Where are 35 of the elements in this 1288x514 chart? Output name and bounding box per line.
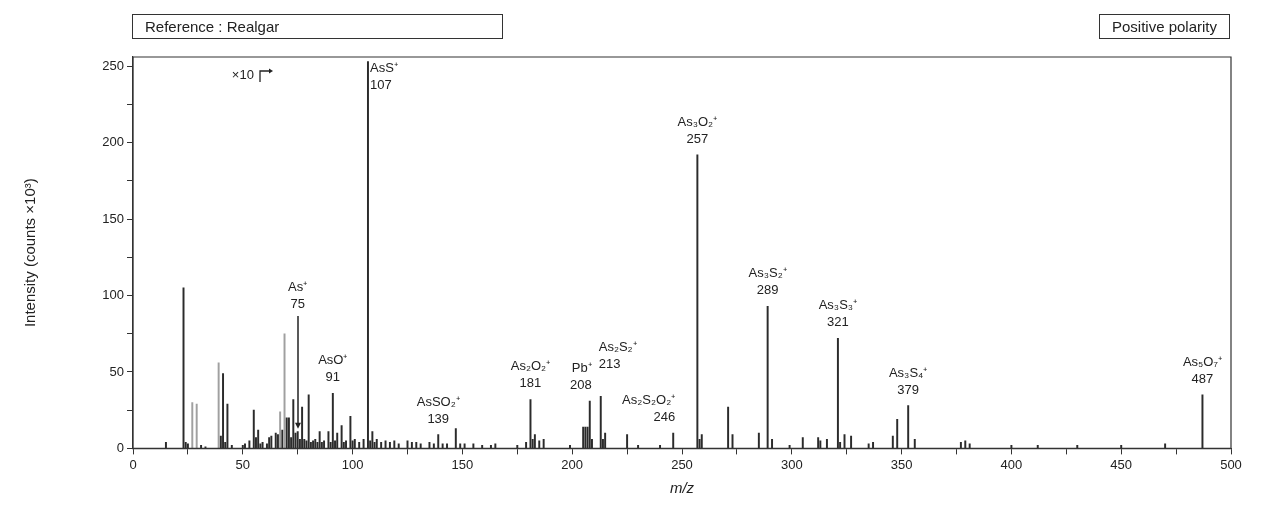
annotation: As₃S₄⁺ 379	[887, 363, 929, 398]
x-tick-label: 400	[1000, 456, 1023, 472]
annotation: As₅O₇⁺ 487	[1181, 352, 1223, 387]
annotation: AsSO₂⁺ 139	[415, 392, 461, 427]
x-tick-label: 200	[561, 456, 584, 472]
chart-subtitle: Positive polarity	[1098, 14, 1230, 39]
x-tick-label: 250	[671, 456, 693, 472]
annotation: AsS⁺ 107	[369, 59, 399, 93]
annotation: As₃S₂⁺ 289	[747, 264, 788, 299]
annotation: ×10	[231, 67, 254, 82]
annotation: As₂S₂O₂⁺ 246	[621, 391, 676, 426]
y-tick-label: 150	[102, 210, 124, 226]
x-tick-label: 450	[1110, 456, 1133, 472]
x-axis-title: m/z	[669, 479, 695, 497]
x-tick-label: 150	[451, 456, 474, 472]
y-tick-label: 200	[102, 134, 124, 150]
annotation: AsO⁺ 91	[317, 351, 349, 386]
annotation: As₂S₂⁺ 213	[598, 338, 638, 373]
annotation: As₃O₂⁺ 257	[676, 112, 719, 147]
x-tick-label: 350	[890, 456, 913, 472]
y-tick-label: 250	[102, 57, 124, 73]
x-tick-label: 300	[780, 456, 803, 472]
y-axis-title: Intensity (counts ×10³)	[21, 178, 39, 328]
x-tick-label: 0	[129, 456, 137, 472]
y-tick-label: 50	[109, 363, 124, 379]
chart-title: Reference : Realgar	[132, 14, 503, 39]
x-tick-label: 500	[1220, 456, 1242, 472]
annotation: As₃S₃⁺ 321	[817, 296, 859, 331]
annotation: Pb⁺ 208	[570, 360, 592, 392]
annotation: As⁺ 75	[287, 277, 309, 312]
y-tick-label: 100	[102, 287, 124, 303]
x-tick-label: 100	[341, 456, 364, 472]
y-tick-label: 0	[116, 439, 124, 455]
annotation: As₂O₂⁺ 181	[509, 357, 552, 392]
x-tick-label: 50	[235, 456, 251, 472]
